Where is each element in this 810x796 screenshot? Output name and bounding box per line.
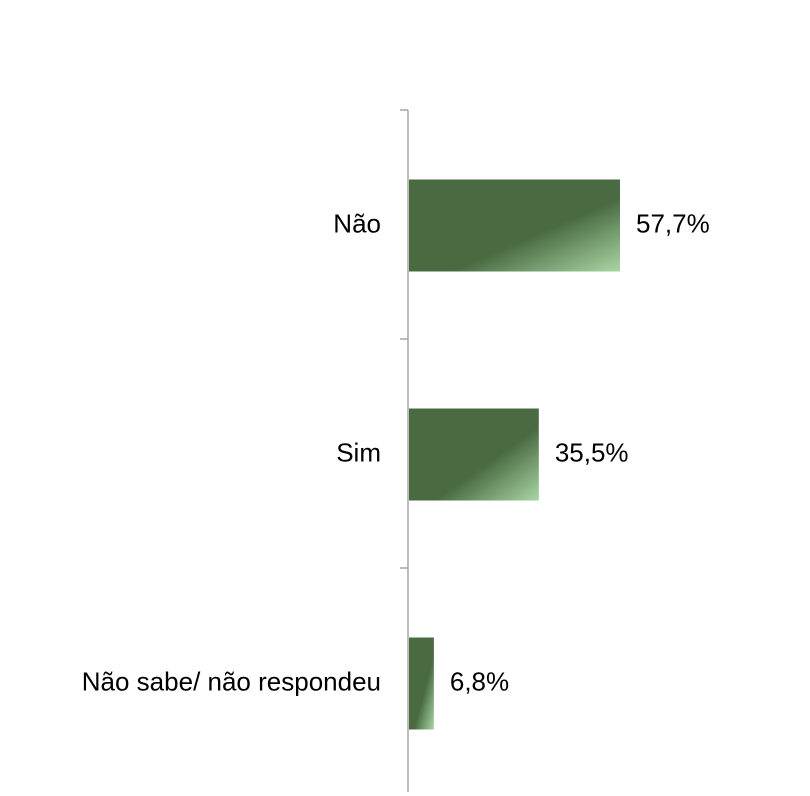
data-label: 57,7% bbox=[636, 208, 710, 238]
category-label: Não sabe/ não respondeu bbox=[82, 666, 381, 696]
plot-area: Não 57,7% Sim 35,5% Não sabe/ não respondeu 6… bbox=[82, 109, 710, 792]
category-label: Sim bbox=[336, 437, 381, 467]
bar bbox=[409, 637, 434, 730]
bar bbox=[409, 408, 539, 501]
data-label: 6,8% bbox=[450, 666, 509, 696]
category-label: Não bbox=[333, 208, 381, 238]
bar bbox=[409, 179, 620, 272]
data-label: 35,5% bbox=[555, 437, 629, 467]
